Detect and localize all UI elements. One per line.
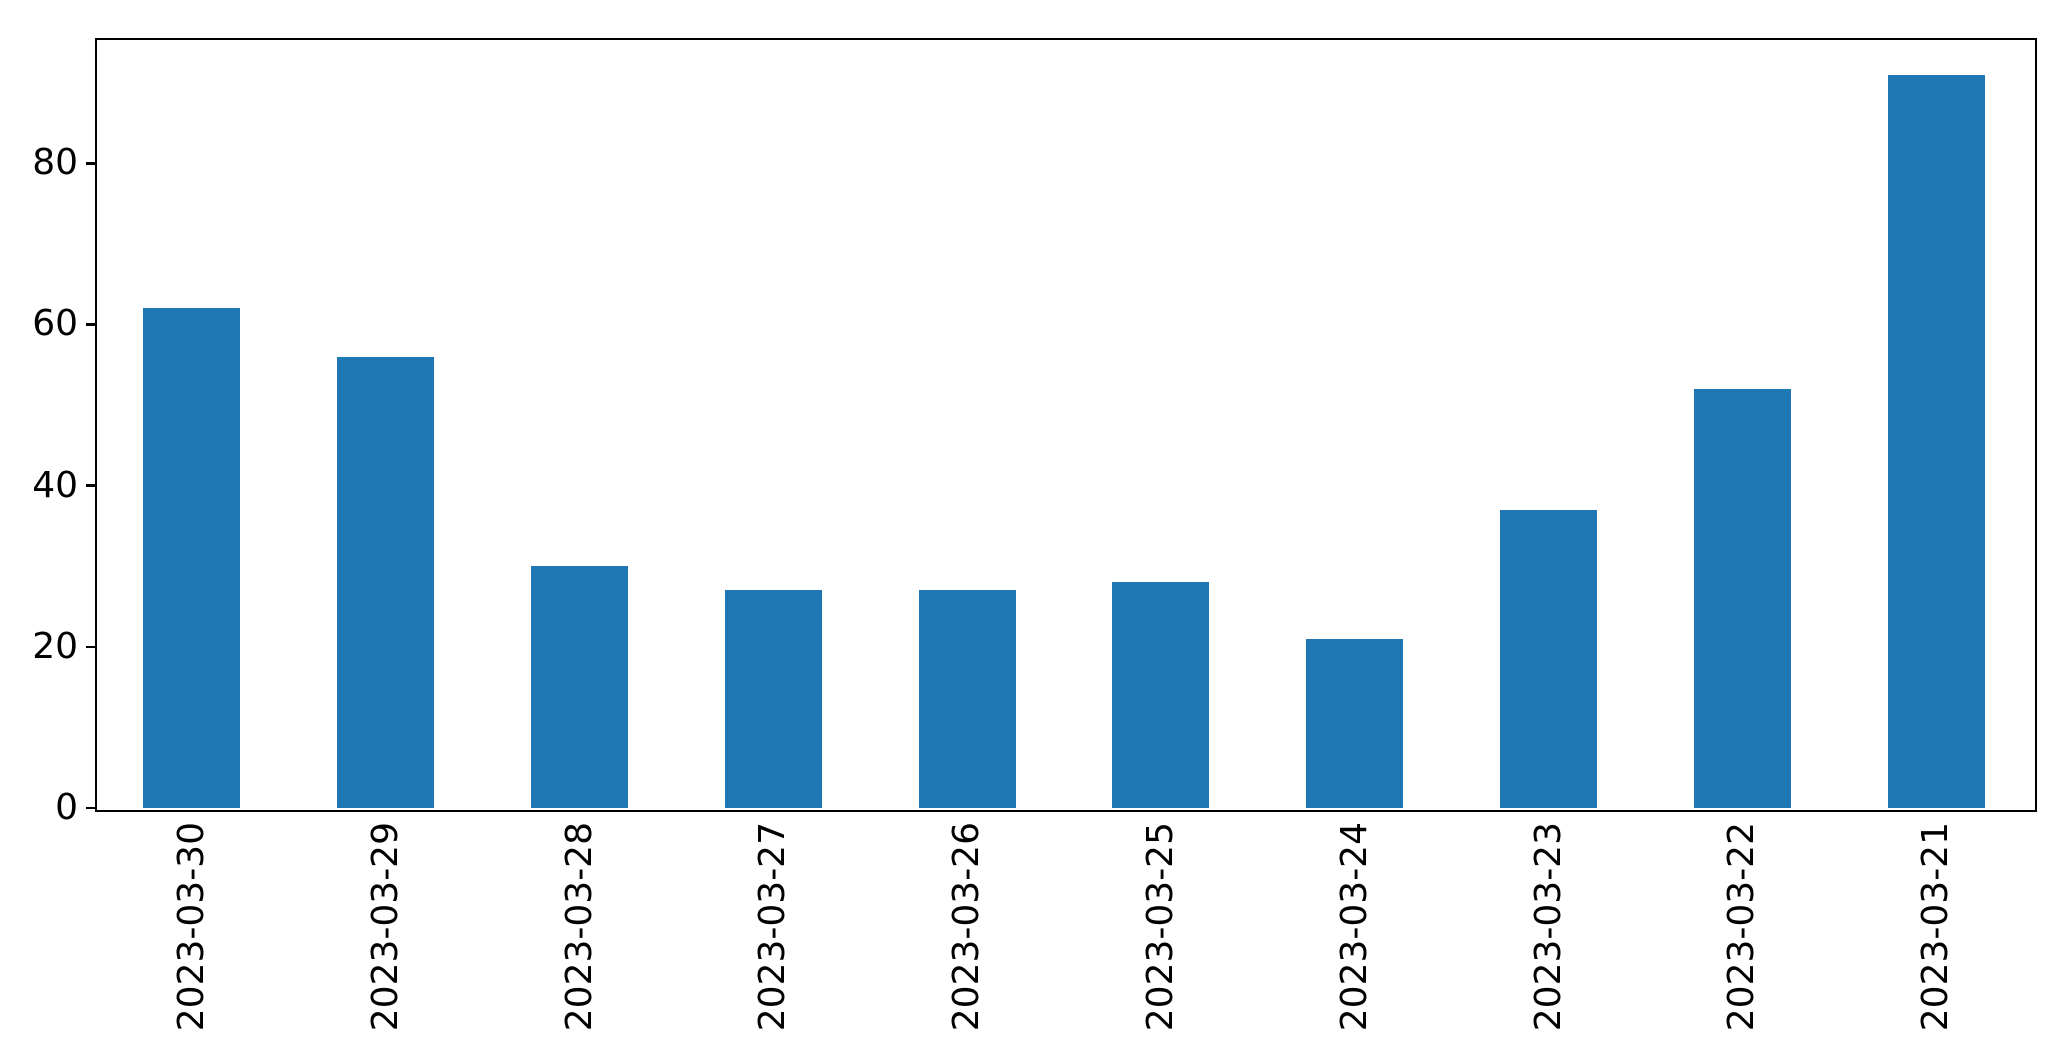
- bar-2023-03-29: [337, 356, 435, 808]
- bar-2023-03-21: [1887, 74, 1985, 808]
- y-tick-label-40: 40: [32, 464, 78, 506]
- bar-2023-03-24: [1306, 638, 1404, 808]
- x-tick-label-2023-03-24: 2023-03-24: [1333, 822, 1375, 1032]
- y-tick-mark-60: [86, 323, 95, 326]
- bar-2023-03-23: [1500, 509, 1597, 808]
- x-tick-label-2023-03-30: 2023-03-30: [170, 822, 212, 1032]
- y-tick-label-80: 80: [32, 142, 78, 184]
- bar-2023-03-22: [1693, 388, 1791, 808]
- x-tick-label-2023-03-26: 2023-03-26: [946, 822, 988, 1032]
- y-tick-mark-40: [86, 484, 95, 487]
- x-tick-label-2023-03-27: 2023-03-27: [752, 822, 794, 1032]
- x-tick-label-2023-03-23: 2023-03-23: [1527, 822, 1569, 1032]
- y-tick-mark-20: [86, 645, 95, 649]
- x-tick-label-2023-03-21: 2023-03-21: [1915, 822, 1957, 1032]
- bar-2023-03-30: [143, 308, 241, 808]
- x-tick-label-2023-03-28: 2023-03-28: [558, 822, 600, 1032]
- bar-2023-03-27: [724, 590, 822, 808]
- x-tick-label-2023-03-29: 2023-03-29: [364, 822, 406, 1032]
- y-tick-label-0: 0: [55, 787, 78, 828]
- x-tick-label-2023-03-25: 2023-03-25: [1139, 822, 1181, 1032]
- bar-2023-03-26: [918, 590, 1016, 808]
- x-tick-label-2023-03-22: 2023-03-22: [1721, 822, 1763, 1032]
- bar-2023-03-28: [531, 566, 628, 808]
- y-tick-label-60: 60: [32, 303, 78, 345]
- y-tick-mark-80: [86, 162, 95, 165]
- y-tick-label-20: 20: [32, 625, 78, 667]
- bar-2023-03-25: [1112, 582, 1210, 808]
- y-tick-mark-0: [86, 806, 95, 810]
